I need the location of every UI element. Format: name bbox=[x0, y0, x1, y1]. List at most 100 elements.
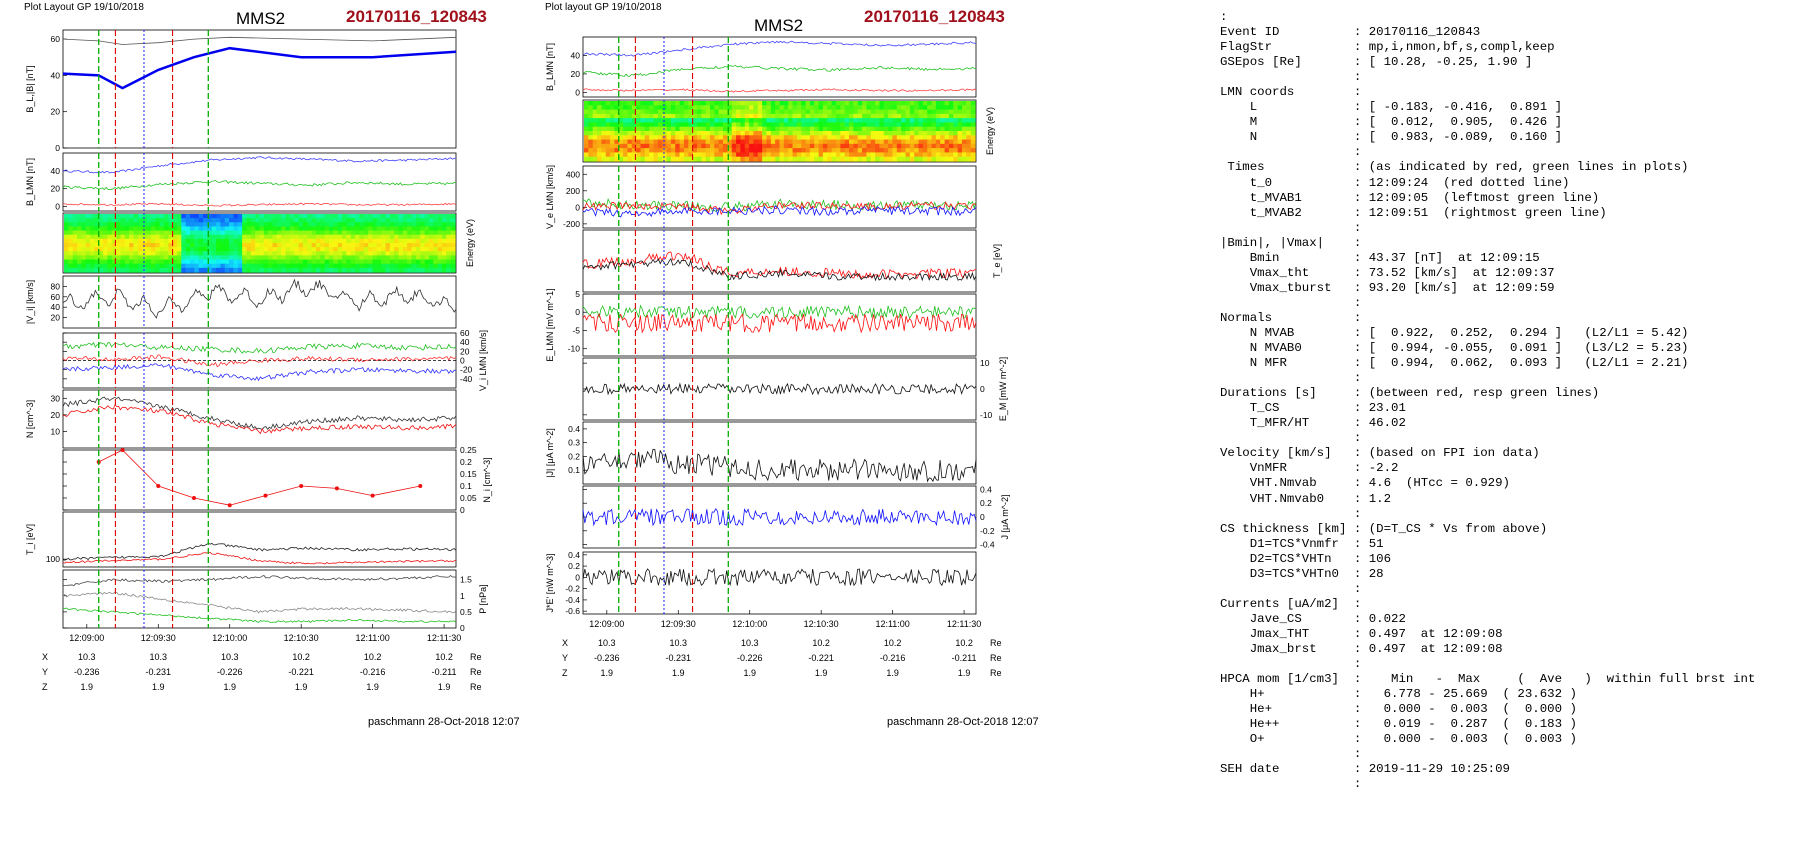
heatmap-cell bbox=[81, 267, 87, 273]
heatmap-cell bbox=[857, 131, 863, 136]
heatmap-cell bbox=[814, 105, 820, 111]
heatmap-cell bbox=[805, 118, 811, 124]
heatmap-cell bbox=[953, 122, 959, 128]
ephemeris-z-value: 1.9 bbox=[958, 668, 971, 678]
heatmap-cell bbox=[584, 156, 589, 162]
heatmap-cell bbox=[944, 156, 950, 162]
heatmap-cell bbox=[224, 263, 230, 269]
heatmap-cell bbox=[346, 259, 352, 265]
heatmap-cell bbox=[268, 222, 274, 228]
heatmap-cell bbox=[441, 226, 447, 232]
heatmap-cell bbox=[909, 126, 915, 132]
heatmap-cell bbox=[116, 234, 122, 240]
heatmap-cell bbox=[385, 230, 391, 236]
heatmap-cell bbox=[398, 222, 404, 228]
heatmap-cell bbox=[857, 122, 863, 128]
heatmap-cell bbox=[584, 148, 589, 154]
heatmap-cell bbox=[749, 101, 755, 106]
heatmap-cell bbox=[879, 139, 885, 145]
heatmap-cell bbox=[601, 152, 607, 158]
heatmap-cell bbox=[194, 243, 200, 248]
heatmap-cell bbox=[281, 226, 287, 232]
heatmap-cell bbox=[172, 218, 178, 223]
heatmap-cell bbox=[922, 156, 928, 162]
heatmap-cell bbox=[640, 105, 646, 111]
heatmap-cell bbox=[605, 109, 611, 115]
heatmap-cell bbox=[72, 251, 78, 257]
heatmap-cell bbox=[229, 243, 235, 248]
heatmap-cell bbox=[298, 247, 304, 252]
heatmap-cell bbox=[657, 101, 663, 106]
heatmap-cell bbox=[944, 105, 950, 111]
heatmap-cell bbox=[792, 105, 798, 111]
heatmap-cell bbox=[822, 105, 828, 111]
heatmap-cell bbox=[640, 143, 646, 149]
heatmap-cell bbox=[385, 255, 391, 261]
heatmap-cell bbox=[909, 135, 915, 141]
heatmap-cell bbox=[94, 230, 100, 236]
heatmap-cell bbox=[627, 109, 633, 115]
heatmap-cell bbox=[107, 218, 113, 223]
heatmap-cell bbox=[731, 131, 737, 136]
heatmap-cell bbox=[883, 131, 889, 136]
heatmap-cell bbox=[77, 263, 82, 269]
heatmap-cell bbox=[935, 131, 941, 136]
heatmap-cell bbox=[298, 222, 304, 228]
heatmap-cell bbox=[649, 118, 655, 124]
panel-4: T_e [eV] bbox=[582, 229, 1002, 293]
heatmap-cell bbox=[90, 226, 96, 232]
heatmap-cell bbox=[801, 152, 807, 158]
heatmap-cell bbox=[198, 247, 204, 252]
y-tick-label: 0 bbox=[980, 512, 985, 522]
heatmap-cell bbox=[892, 126, 898, 132]
heatmap-cell bbox=[701, 126, 707, 132]
y-tick-label: 0 bbox=[460, 505, 465, 515]
heatmap-cell bbox=[385, 234, 391, 240]
heatmap-cell bbox=[307, 259, 313, 265]
heatmap-cell bbox=[81, 218, 87, 223]
heatmap-cell bbox=[905, 126, 911, 132]
heatmap-cell bbox=[683, 105, 689, 111]
heatmap-cell bbox=[588, 135, 594, 141]
heatmap-cell bbox=[246, 267, 252, 273]
heatmap-cell bbox=[159, 255, 165, 261]
heatmap-cell bbox=[433, 247, 439, 252]
heatmap-cell bbox=[276, 218, 282, 223]
heatmap-cell bbox=[64, 230, 69, 236]
heatmap-cell bbox=[727, 101, 733, 106]
y-tick-label: -10 bbox=[980, 410, 993, 420]
heatmap-cell bbox=[216, 243, 221, 248]
heatmap-cell bbox=[289, 251, 295, 257]
heatmap-cell bbox=[276, 234, 282, 240]
heatmap-cell bbox=[818, 139, 824, 145]
heatmap-cell bbox=[627, 143, 633, 149]
heatmap-cell bbox=[605, 131, 611, 136]
heatmap-cell bbox=[411, 218, 417, 223]
heatmap-cell bbox=[185, 259, 191, 265]
heatmap-cell bbox=[450, 247, 456, 252]
heatmap-cell bbox=[592, 122, 598, 128]
heatmap-cell bbox=[337, 222, 343, 228]
heatmap-cell bbox=[840, 101, 846, 106]
heatmap-cell bbox=[185, 255, 191, 261]
heatmap-cell bbox=[588, 105, 594, 111]
heatmap-cell bbox=[688, 118, 694, 124]
heatmap-cell bbox=[242, 214, 248, 219]
heatmap-cell bbox=[935, 135, 941, 141]
heatmap-cell bbox=[120, 255, 126, 261]
heatmap-cell bbox=[592, 139, 598, 145]
heatmap-cell bbox=[220, 234, 226, 240]
heatmap-cell bbox=[259, 247, 265, 252]
heatmap-cell bbox=[892, 156, 898, 162]
heatmap-cell bbox=[250, 243, 256, 248]
heatmap-cell bbox=[666, 152, 672, 158]
heatmap-cell bbox=[740, 156, 746, 162]
heatmap-cell bbox=[701, 109, 707, 115]
heatmap-cell bbox=[822, 131, 828, 136]
ephemeris-z-value: 1.9 bbox=[438, 682, 451, 692]
heatmap-cell bbox=[822, 118, 828, 124]
heatmap-cell bbox=[307, 226, 313, 232]
heatmap-cell bbox=[450, 243, 456, 248]
heatmap-cell bbox=[320, 226, 326, 232]
heatmap-cell bbox=[914, 105, 920, 111]
